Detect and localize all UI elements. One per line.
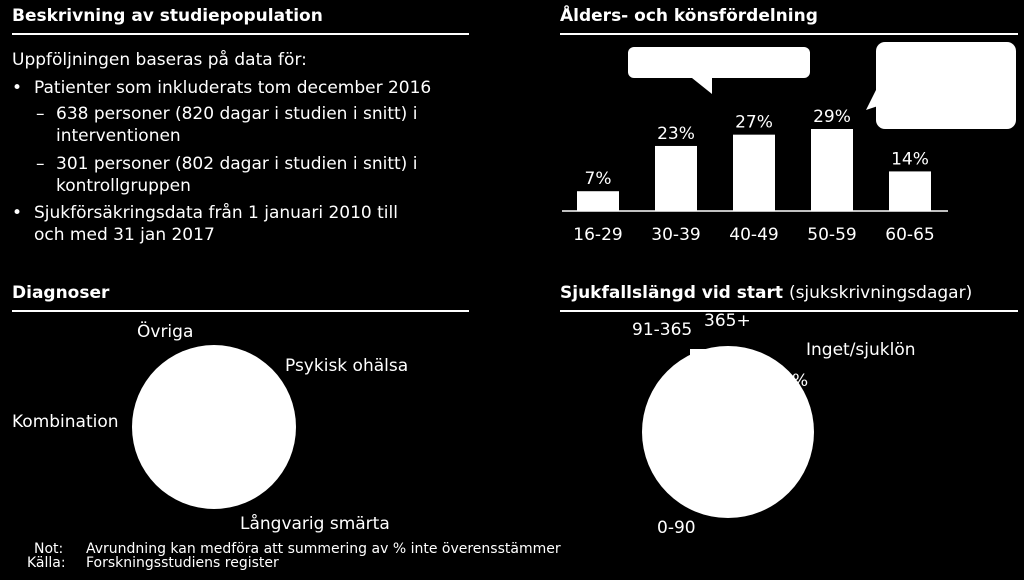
diagnoses-title: Diagnoser [12, 283, 110, 303]
bar-value-label: 27% [735, 113, 773, 133]
pie-label-ovriga: Övriga [137, 322, 194, 342]
callout-right [866, 42, 1016, 129]
study-intro: Uppföljningen baseras på data för: [12, 50, 307, 70]
bullet-insurance-line1: Sjukförsäkringsdata från 1 januari 2010 … [12, 201, 398, 225]
pie-label-partial-pct: % [792, 371, 809, 391]
diagnoses-pie [132, 345, 296, 509]
study-population-rule [12, 33, 469, 35]
sick-length-title: Sjukfallslängd vid start [560, 283, 784, 303]
bar-category-label: 40-49 [729, 225, 778, 245]
bar-value-label: 23% [657, 124, 695, 144]
bar-30-39 [655, 145, 697, 211]
pie-label-91-365: 91-365 [632, 320, 693, 340]
callout-left [628, 47, 810, 94]
footnote-not-text: Avrundning kan medföra att summering av … [86, 541, 561, 557]
sub-intervention-line1: 638 personer (820 dagar i studien i snit… [36, 102, 417, 126]
pie-label-365plus: 365+ [704, 311, 751, 331]
bar-category-label: 30-39 [651, 225, 700, 245]
bar-value-label: 7% [585, 169, 612, 189]
age-gender-title: Ålders- och könsfördelning [560, 6, 818, 26]
bar-50-59 [811, 129, 853, 211]
sub-control-line1: 301 personer (802 dagar i studien i snit… [36, 152, 417, 176]
sub-intervention-line2: interventionen [56, 126, 181, 146]
sick-length-title-wrap: Sjukfallslängd vid start (sjukskrivnings… [560, 283, 972, 303]
pie-label-smarta: Långvarig smärta [240, 514, 390, 534]
pie-label-inget: Inget/sjuklön [806, 340, 916, 360]
diagnoses-pie-disc [132, 345, 296, 509]
age-gender-rule [560, 33, 1018, 35]
sick-length-subtitle: (sjukskrivningsdagar) [788, 283, 973, 303]
bullet-patients: Patienter som inkluderats tom december 2… [12, 76, 431, 100]
footnote-not-label: Not: [34, 541, 64, 557]
footnote-kalla-label: Källa: [27, 555, 66, 571]
bar-40-49 [733, 134, 775, 211]
bar-category-label: 50-59 [807, 225, 856, 245]
diagnoses-rule [12, 310, 469, 312]
sick-length-pie [642, 346, 814, 518]
pie-label-psykisk: Psykisk ohälsa [285, 356, 409, 376]
sub-control-line2: kontrollgruppen [56, 176, 191, 196]
bar-value-label: 29% [813, 107, 851, 127]
bar-category-label: 16-29 [573, 225, 622, 245]
study-population-title: Beskrivning av studiepopulation [12, 6, 323, 26]
bullet-insurance-line2: och med 31 jan 2017 [34, 225, 215, 245]
bar-16-29 [577, 191, 619, 211]
sick-length-pie-disc [642, 346, 814, 518]
pie-label-kombination: Kombination [12, 412, 119, 432]
sick-length-pie-slice-tab [690, 349, 706, 361]
pie-label-0-90: 0-90 [657, 518, 696, 538]
bar-value-label: 14% [891, 149, 929, 169]
bar-category-label: 60-65 [885, 225, 934, 245]
bar-60-65 [889, 171, 931, 211]
footnote-kalla-text: Forskningsstudiens register [86, 555, 279, 571]
sick-length-rule [560, 310, 1018, 312]
